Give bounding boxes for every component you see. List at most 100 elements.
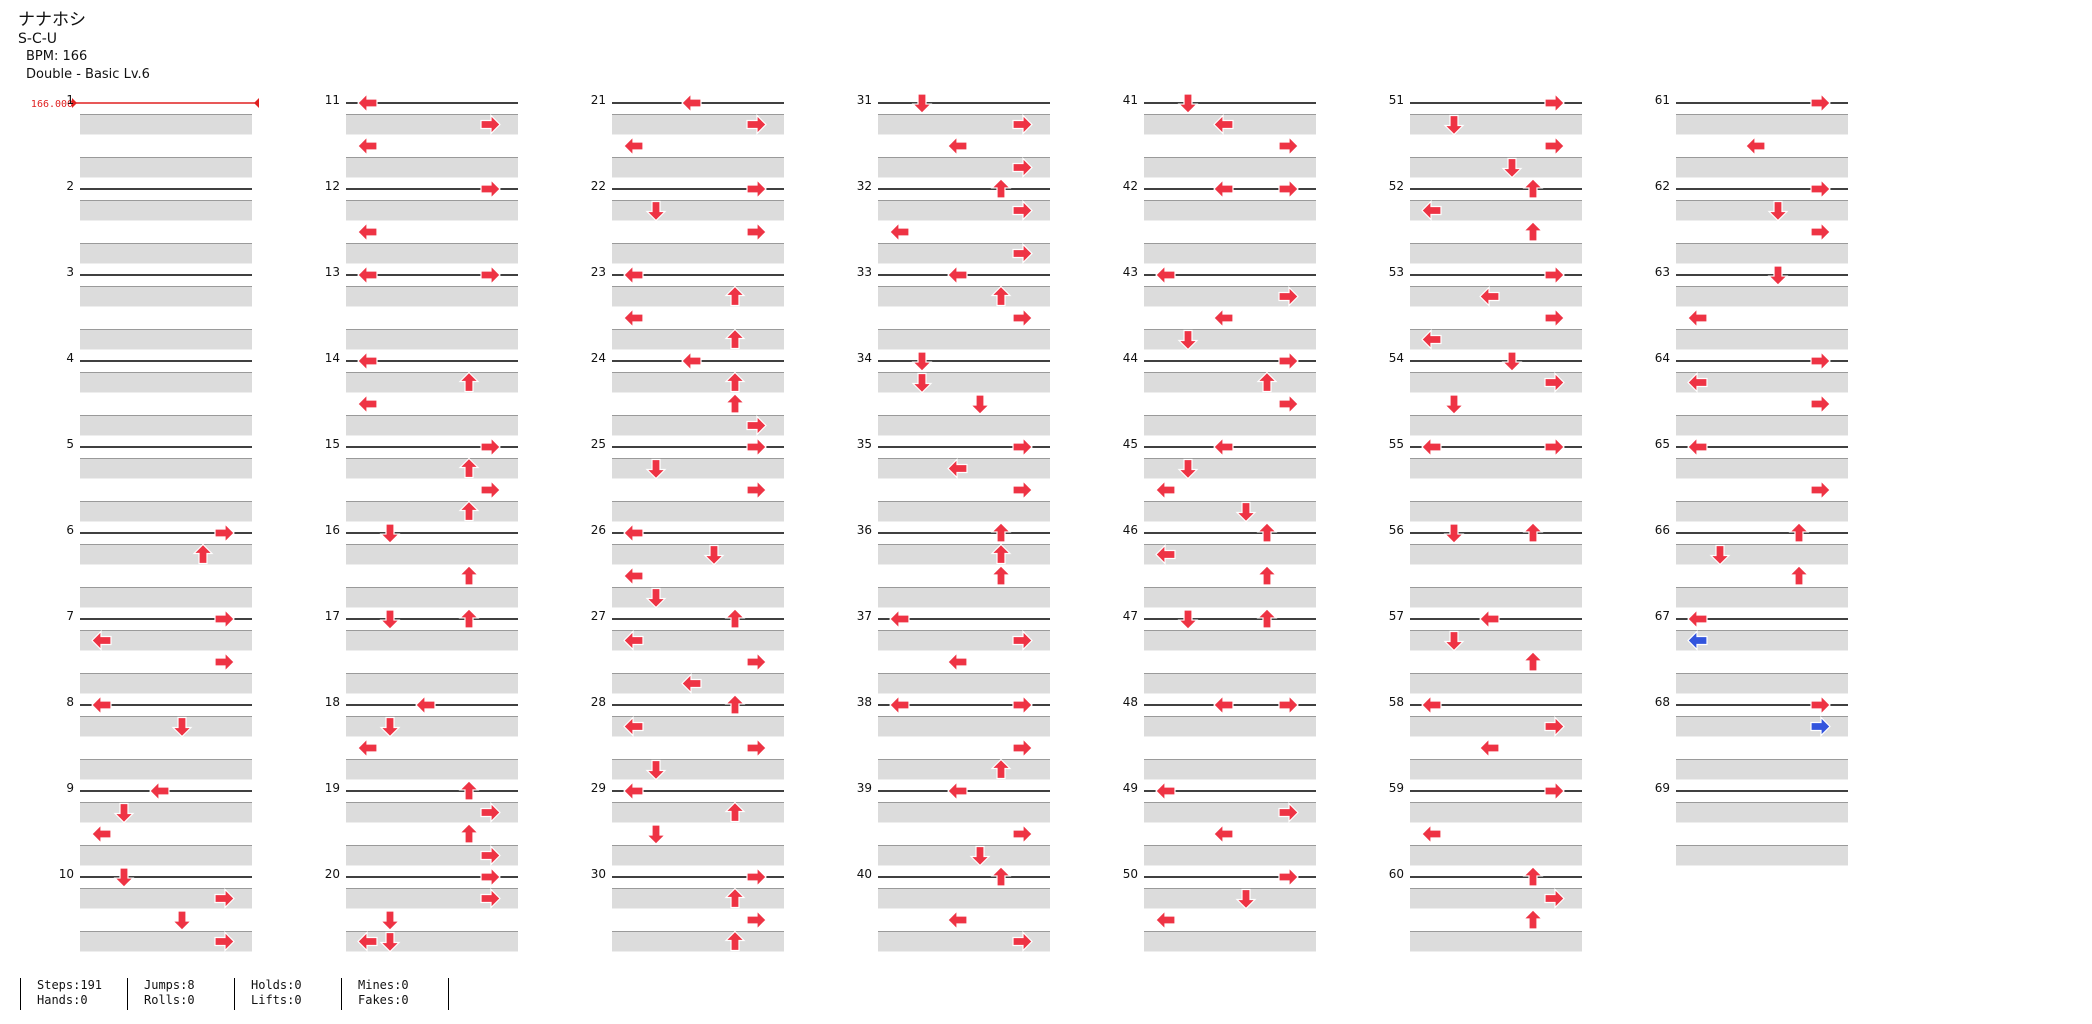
note-arrow-right — [1012, 200, 1033, 221]
measure-number: 36 — [857, 523, 872, 537]
note-arrow-right — [1278, 135, 1299, 157]
beat-row-shade — [878, 114, 1050, 135]
measure-41: 41 — [1123, 93, 1316, 178]
note-arrow-left — [681, 350, 702, 372]
lifts-count: Lifts:0 — [251, 993, 302, 1007]
beat-row-shade — [1144, 802, 1316, 823]
measure-number: 27 — [591, 609, 606, 623]
note-arrow-right — [1278, 866, 1299, 888]
beat-row-shade — [80, 544, 252, 565]
beat-row-shade — [1144, 931, 1316, 952]
measure-11: 11 — [325, 93, 518, 178]
note-arrow-up — [1522, 651, 1544, 672]
measure-number: 19 — [325, 781, 340, 795]
note-arrow-up — [1522, 522, 1544, 543]
note-arrow-left — [1479, 608, 1500, 630]
beat-row-shade — [1676, 157, 1848, 178]
measure-number: 63 — [1655, 265, 1670, 279]
beat-row-shade — [878, 329, 1050, 350]
note-arrow-down — [113, 802, 135, 824]
note-arrow-down — [1177, 458, 1199, 480]
measure-number: 43 — [1123, 265, 1138, 279]
beat-row-shade — [1676, 587, 1848, 608]
note-arrow-down — [171, 910, 193, 931]
note-arrow-down — [969, 394, 991, 415]
beat-row-shade — [1676, 673, 1848, 694]
note-arrow-left — [947, 780, 968, 802]
fakes-count: Fakes:0 — [358, 993, 409, 1007]
measure-38: 38 — [857, 695, 1050, 780]
beat-row-shade — [1144, 501, 1316, 522]
measure-55: 55 — [1389, 437, 1582, 522]
note-arrow-right — [1544, 888, 1565, 909]
measure-43: 43 — [1123, 265, 1316, 350]
measure-7: 7 — [66, 609, 252, 694]
note-arrow-down — [1443, 394, 1465, 415]
note-arrow-right — [214, 931, 235, 952]
note-arrow-right — [214, 651, 235, 673]
beat-row-shade — [1410, 157, 1582, 178]
note-arrow-right — [214, 888, 235, 909]
beat-row-shade — [1410, 587, 1582, 608]
beat-row-shade — [1410, 931, 1582, 952]
note-arrow-right — [1012, 694, 1033, 716]
measure-12: 12 — [325, 179, 518, 264]
measure-40: 40 — [857, 867, 1050, 952]
beat-row-shade — [346, 802, 518, 823]
note-arrow-left — [357, 135, 378, 157]
measure-number: 50 — [1123, 867, 1138, 881]
note-arrow-left — [149, 780, 170, 802]
note-arrow-up — [458, 457, 480, 479]
note-arrow-right — [1278, 178, 1299, 200]
beat-row-shade — [346, 759, 518, 780]
note-arrow-right — [1278, 350, 1299, 372]
beat-row-shade — [612, 286, 784, 307]
note-arrow-right — [1012, 243, 1033, 264]
note-arrow-up — [1788, 522, 1810, 543]
beat-row-shade — [878, 931, 1050, 952]
measure-61: 61 — [1655, 93, 1848, 178]
measure-39: 39 — [857, 781, 1050, 866]
measure-number: 15 — [325, 437, 340, 451]
measure-2: 2 — [66, 179, 252, 264]
note-arrow-left — [1687, 630, 1708, 651]
note-arrow-right — [480, 264, 501, 286]
measure-number: 54 — [1389, 351, 1404, 365]
beat-row-shade — [80, 200, 252, 221]
note-arrow-up — [458, 780, 480, 801]
beat-row-shade — [878, 200, 1050, 221]
beat-row-shade — [612, 716, 784, 737]
beat-row-shade — [878, 716, 1050, 737]
note-arrow-right — [1012, 630, 1033, 651]
beat-row-shade — [878, 888, 1050, 909]
beat-row-shade — [1144, 372, 1316, 393]
measure-29: 29 — [591, 781, 784, 866]
beat-row-shade — [878, 845, 1050, 866]
measure-number: 35 — [857, 437, 872, 451]
note-arrow-right — [1544, 716, 1565, 737]
note-arrow-left — [1687, 307, 1708, 329]
note-arrow-down — [1767, 200, 1789, 222]
note-arrow-up — [724, 887, 746, 909]
measure-number: 46 — [1123, 523, 1138, 537]
beat-row-shade — [612, 931, 784, 952]
measure-36: 36 — [857, 523, 1050, 608]
note-arrow-up — [990, 565, 1012, 586]
measure-number: 41 — [1123, 93, 1138, 107]
measure-34: 34 — [857, 351, 1050, 436]
measure-number: 51 — [1389, 93, 1404, 107]
note-arrow-left — [1213, 178, 1234, 200]
note-arrow-left — [357, 92, 378, 114]
note-arrow-right — [1544, 135, 1565, 157]
note-arrow-up — [724, 371, 746, 393]
measure-number: 62 — [1655, 179, 1670, 193]
measure-number: 40 — [857, 867, 872, 881]
note-arrow-down — [911, 93, 933, 114]
measure-24: 24 — [591, 351, 784, 436]
beat-row-shade — [612, 415, 784, 436]
measure-number: 48 — [1123, 695, 1138, 709]
beat-row-shade — [878, 243, 1050, 264]
beat-row-shade — [80, 372, 252, 393]
beat-row-shade — [1144, 630, 1316, 651]
measure-number: 32 — [857, 179, 872, 193]
